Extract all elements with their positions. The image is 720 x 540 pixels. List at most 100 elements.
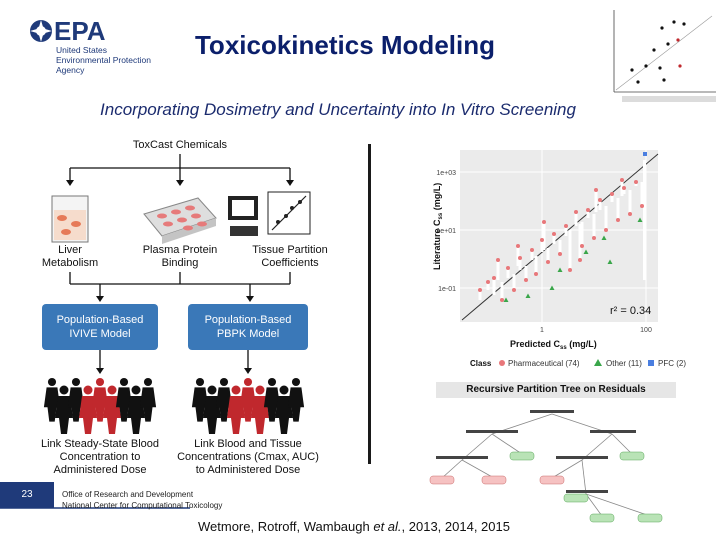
y-tick-2: 1e+01 [436, 228, 456, 235]
person-figure [43, 377, 61, 422]
pharma-point [500, 298, 504, 302]
lower-arrowheads [96, 368, 252, 374]
pharma-point [578, 258, 582, 262]
ivive-model-box [42, 304, 158, 350]
pharma-point [580, 244, 584, 248]
other-point [549, 285, 555, 290]
person-figure [139, 377, 157, 422]
pbpk-model-box [188, 304, 308, 350]
pharma-point [586, 208, 590, 212]
lower-connectors [99, 350, 249, 370]
output-1-line-3: Administered Dose [54, 464, 147, 476]
footer-office-line-1: Office of Research and Development [62, 490, 194, 499]
x-tick-2: 100 [640, 327, 652, 334]
agency-line-1: United States [56, 45, 107, 55]
legend-pharma-swatch [499, 360, 505, 366]
residual-bar [486, 282, 490, 290]
footer-office: Office of Research and Development Natio… [62, 489, 222, 511]
pharma-point [604, 228, 608, 232]
pharma-point [492, 276, 496, 280]
pharma-point [628, 212, 632, 216]
pharma-point [558, 252, 562, 256]
input-label-3-line-2: Coefficients [261, 257, 319, 269]
residual-bar [610, 194, 614, 202]
y-axis-label: Literature Css (mg/L) [432, 183, 444, 270]
residual-bar [516, 246, 520, 266]
residual-bar [478, 290, 482, 300]
pharma-point [524, 278, 528, 282]
r-squared-label: r² = 0.34 [610, 305, 651, 317]
person-figure [263, 377, 281, 422]
legend-other-swatch [594, 359, 602, 366]
other-point [601, 235, 607, 240]
x-tick-1: 1 [540, 327, 544, 334]
pharma-point [634, 180, 638, 184]
residual-bar [568, 230, 572, 270]
epa-wordmark: EPA [54, 18, 106, 46]
pharma-point [546, 260, 550, 264]
citation-authors: Wetmore, Rotroff, Wambaugh [198, 519, 374, 534]
epa-flower-icon [30, 20, 52, 42]
scatter-plot-icon [267, 191, 311, 235]
other-point [637, 217, 643, 222]
residual-bar [496, 260, 500, 280]
pharma-point [610, 192, 614, 196]
residual-bar [534, 256, 538, 274]
pharma-point [592, 236, 596, 240]
pharma-point [540, 238, 544, 242]
middle-connectors [69, 272, 291, 298]
residual-bar [506, 268, 510, 278]
legend-pharma-label: Pharmaceutical (74) [508, 359, 580, 368]
epa-logo: EPA United States Environmental Protecti… [30, 18, 151, 75]
slide-subtitle: Incorporating Dosimetry and Uncertainty … [100, 100, 576, 119]
pharma-point [598, 198, 602, 202]
pfc-point [643, 152, 647, 156]
residual-bar [564, 226, 568, 236]
residual-bar [578, 224, 582, 260]
residual-bar [628, 190, 632, 214]
ivive-model-line-1: Population-Based [57, 314, 144, 326]
thumbnail-scatter-plot [600, 6, 718, 108]
top-connectors [69, 154, 291, 182]
computer-icon [228, 196, 258, 236]
css-scatter-plot: 1e+03 1e+01 1e-01 1 100 r² = 0.34 Litera… [432, 150, 659, 351]
residual-bar [546, 248, 550, 262]
output-2-line-2: Concentrations (Cmax, AUC) [177, 451, 319, 463]
pharma-point [496, 258, 500, 262]
other-point [525, 293, 531, 298]
pfc-residual-bar [643, 160, 646, 280]
legend-pfc-swatch [648, 360, 654, 366]
person-figure [287, 377, 305, 422]
pharma-point [568, 268, 572, 272]
pharma-point [640, 204, 644, 208]
pharma-point [506, 266, 510, 270]
y-tick-3: 1e-01 [438, 286, 456, 293]
input-label-2-line-1: Plasma Protein [143, 244, 218, 256]
plasma-protein-plate-icon [143, 197, 217, 244]
scatter-points [478, 152, 647, 302]
output-2-line-1: Link Blood and Tissue [194, 438, 302, 450]
residual-bar [558, 240, 562, 254]
thumb-identity-line [615, 15, 713, 91]
citation: Wetmore, Rotroff, Wambaugh et al., 2013,… [198, 519, 510, 534]
pharma-point [512, 288, 516, 292]
pharma-point [534, 272, 538, 276]
legend-pfc-label: PFC (2) [658, 359, 686, 368]
toxcast-label: ToxCast Chemicals [133, 139, 228, 151]
residual-bar [580, 222, 584, 246]
pharma-point [530, 248, 534, 252]
residual-bar [622, 188, 626, 194]
residual-bar [592, 214, 596, 238]
residual-bar [574, 212, 578, 226]
residual-bar [500, 282, 504, 300]
person-figure [67, 377, 85, 422]
x-axis-label: Predicted Css (mg/L) [510, 339, 597, 351]
residual-bar [542, 222, 546, 250]
person-figure [215, 377, 233, 422]
top-arrowheads [66, 180, 294, 186]
pharma-point [564, 224, 568, 228]
page-number-badge: 23 [0, 482, 54, 508]
thumb-caption-bar [622, 96, 716, 102]
pharma-point [478, 288, 482, 292]
tree-split-labels [436, 410, 636, 493]
